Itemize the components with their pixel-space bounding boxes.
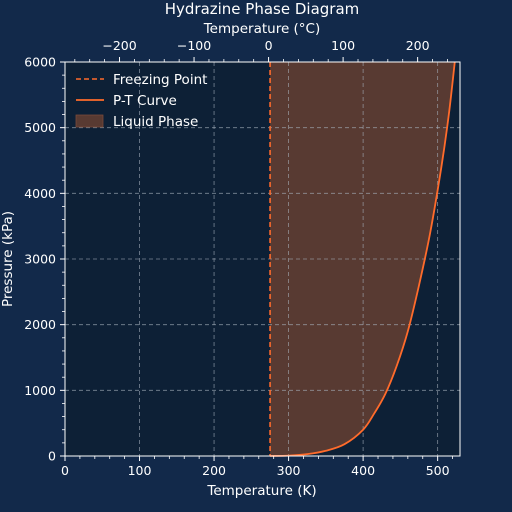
secondary-x-tick-label: −100 [177,38,211,53]
y-tick-label: 5000 [24,120,56,135]
legend-freezing-point-label: Freezing Point [113,72,207,88]
x-axis-title: Temperature (K) [206,483,316,499]
x-tick-label: 300 [277,463,301,478]
plot-area: 0 100 200 300 400 500−200 −100 0 100 200010002000… [24,38,461,478]
x-tick-label: 100 [128,463,152,478]
y-axis-title: Pressure (kPa) [0,211,16,307]
legend-pt-curve-label: P-T Curve [113,93,177,109]
secondary-x-tick-label: 0 [265,38,273,53]
x-tick-label: 200 [202,463,226,478]
pt-curve-line [269,61,456,457]
y-tick-label: 2000 [24,317,56,332]
y-tick-label: 1000 [24,383,56,398]
chart-title: Hydrazine Phase Diagram [165,0,360,18]
x-tick-label: 500 [426,463,450,478]
secondary-x-tick-label: 100 [331,38,355,53]
legend-liquid-phase-swatch [75,114,104,128]
secondary-x-tick-label: −200 [102,38,136,53]
secondary-x-tick-label: 200 [406,38,430,53]
y-tick-label: 3000 [24,252,56,267]
y-tick-label: 6000 [24,55,56,70]
legend-liquid-phase-label: Liquid Phase [113,114,198,130]
x-tick-label: 0 [61,463,69,478]
secondary-x-axis-title: Temperature (°C) [203,21,321,37]
y-tick-label: 4000 [24,186,56,201]
x-tick-label: 400 [351,463,375,478]
y-tick-label: 0 [48,449,56,464]
